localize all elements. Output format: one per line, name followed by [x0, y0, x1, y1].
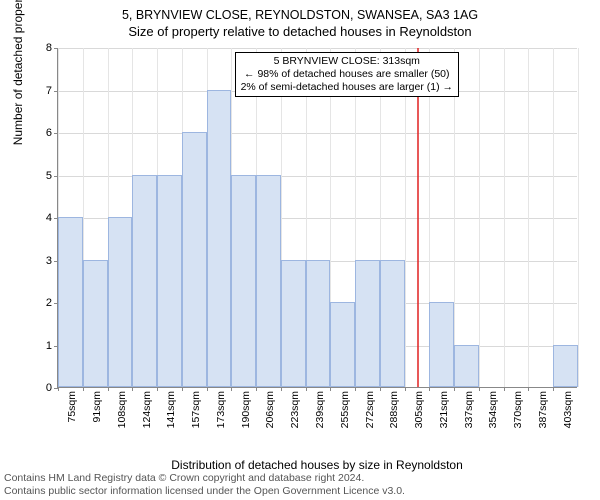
- x-tick-mark: [207, 387, 208, 391]
- x-tick-label: 223sqm: [289, 387, 301, 428]
- x-tick-label: 190sqm: [240, 387, 252, 428]
- y-tick-label: 7: [46, 85, 58, 97]
- histogram-bar: [281, 260, 306, 388]
- property-size-marker-line: [417, 48, 419, 387]
- x-tick-mark: [380, 387, 381, 391]
- x-tick-mark: [108, 387, 109, 391]
- histogram-bar: [83, 260, 108, 388]
- x-tick-label: 75sqm: [66, 387, 78, 423]
- gridline-v: [504, 48, 505, 387]
- x-tick-label: 173sqm: [215, 387, 227, 428]
- x-tick-label: 157sqm: [190, 387, 202, 428]
- x-tick-label: 321sqm: [438, 387, 450, 428]
- x-tick-mark: [83, 387, 84, 391]
- histogram-bar: [454, 345, 479, 388]
- histogram-bar: [256, 175, 281, 388]
- y-tick-label: 6: [46, 127, 58, 139]
- histogram-bar: [380, 260, 405, 388]
- x-tick-mark: [479, 387, 480, 391]
- y-tick-label: 3: [46, 255, 58, 267]
- gridline-v: [553, 48, 554, 387]
- annotation-line: 5 BRYNVIEW CLOSE: 313sqm: [241, 55, 453, 68]
- x-tick-label: 337sqm: [463, 387, 475, 428]
- y-tick-label: 5: [46, 170, 58, 182]
- x-tick-mark: [355, 387, 356, 391]
- histogram-bar: [157, 175, 182, 388]
- x-tick-mark: [429, 387, 430, 391]
- histogram-bar: [207, 90, 232, 388]
- x-axis-label: Distribution of detached houses by size …: [171, 458, 463, 472]
- x-tick-label: 403sqm: [562, 387, 574, 428]
- gridline-v: [578, 48, 579, 387]
- x-tick-mark: [454, 387, 455, 391]
- x-tick-mark: [58, 387, 59, 391]
- histogram-bar: [231, 175, 256, 388]
- x-tick-mark: [330, 387, 331, 391]
- footer-line-2: Contains public sector information licen…: [4, 485, 405, 498]
- x-tick-mark: [231, 387, 232, 391]
- x-tick-mark: [132, 387, 133, 391]
- histogram-bar: [355, 260, 380, 388]
- annotation-line: ← 98% of detached houses are smaller (50…: [241, 68, 453, 81]
- x-tick-mark: [553, 387, 554, 391]
- histogram-bar: [182, 132, 207, 387]
- plot-region: 01234567875sqm91sqm108sqm124sqm141sqm157…: [57, 48, 577, 388]
- x-tick-label: 370sqm: [512, 387, 524, 428]
- y-axis-label: Number of detached properties: [11, 0, 25, 145]
- x-tick-label: 108sqm: [116, 387, 128, 428]
- histogram-bar: [58, 217, 83, 387]
- x-tick-label: 255sqm: [339, 387, 351, 428]
- y-tick-label: 8: [46, 42, 58, 54]
- x-tick-mark: [281, 387, 282, 391]
- annotation-callout: 5 BRYNVIEW CLOSE: 313sqm← 98% of detache…: [235, 52, 459, 97]
- histogram-bar: [306, 260, 331, 388]
- footer-line-1: Contains HM Land Registry data © Crown c…: [4, 472, 405, 485]
- gridline-v: [479, 48, 480, 387]
- x-tick-mark: [504, 387, 505, 391]
- y-tick-label: 0: [46, 382, 58, 394]
- histogram-bar: [553, 345, 578, 388]
- gridline-h: [58, 133, 577, 134]
- x-tick-mark: [306, 387, 307, 391]
- x-tick-label: 354sqm: [487, 387, 499, 428]
- gridline-v: [405, 48, 406, 387]
- x-tick-mark: [182, 387, 183, 391]
- x-tick-label: 124sqm: [141, 387, 153, 428]
- gridline-v: [454, 48, 455, 387]
- gridline-v: [528, 48, 529, 387]
- page-subtitle: Size of property relative to detached ho…: [0, 22, 600, 39]
- attribution-footer: Contains HM Land Registry data © Crown c…: [4, 472, 405, 498]
- x-tick-label: 288sqm: [388, 387, 400, 428]
- x-tick-mark: [256, 387, 257, 391]
- x-tick-label: 206sqm: [264, 387, 276, 428]
- x-tick-label: 239sqm: [314, 387, 326, 428]
- histogram-bar: [132, 175, 157, 388]
- histogram-bar: [108, 217, 133, 387]
- x-tick-label: 272sqm: [364, 387, 376, 428]
- x-tick-mark: [405, 387, 406, 391]
- x-tick-label: 305sqm: [413, 387, 425, 428]
- y-tick-label: 4: [46, 212, 58, 224]
- x-tick-label: 91sqm: [91, 387, 103, 423]
- y-tick-label: 1: [46, 340, 58, 352]
- x-tick-mark: [157, 387, 158, 391]
- annotation-line: 2% of semi-detached houses are larger (1…: [241, 81, 453, 94]
- y-tick-label: 2: [46, 297, 58, 309]
- histogram-bar: [429, 302, 454, 387]
- histogram-bar: [330, 302, 355, 387]
- x-tick-label: 141sqm: [165, 387, 177, 428]
- x-tick-label: 387sqm: [537, 387, 549, 428]
- gridline-h: [58, 48, 577, 49]
- histogram-chart: 01234567875sqm91sqm108sqm124sqm141sqm157…: [57, 48, 577, 408]
- x-tick-mark: [528, 387, 529, 391]
- page-address-title: 5, BRYNVIEW CLOSE, REYNOLDSTON, SWANSEA,…: [0, 0, 600, 22]
